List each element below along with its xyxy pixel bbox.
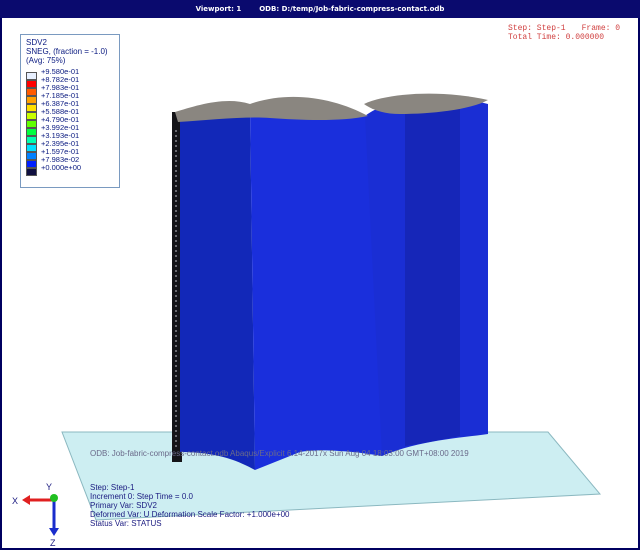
bottom-increment: Increment 0: Step Time = 0.0 (90, 492, 193, 501)
step-label: Step: Step-1 (508, 24, 566, 33)
legend-swatch (26, 104, 37, 112)
legend-labels: +9.580e-01 +8.782e-01 +7.983e-01 +7.185e-01… (41, 68, 81, 172)
legend-swatch (26, 136, 37, 144)
step-info-panel: Step: Step-1 Frame: 0 Total Time: 0.0000… (508, 24, 620, 42)
frame-label: Frame: 0 (581, 24, 621, 33)
legend-value-label: +7.185e-01 (41, 91, 80, 100)
legend-value-label: +6.387e-01 (41, 99, 80, 108)
bottom-info-block: Step: Step-1 Increment 0: Step Time = 0.… (90, 483, 290, 528)
legend-swatch (26, 128, 37, 136)
legend-value-label: +7.983e-02 (41, 155, 80, 164)
bottom-step: Step: Step-1 (90, 483, 135, 492)
legend-subtitle: SNEG, (fraction = -1.0) (26, 47, 108, 56)
legend-value-label: +5.588e-01 (41, 107, 80, 116)
legend-value-label: +2.395e-01 (41, 139, 80, 148)
legend-swatch (26, 152, 37, 160)
legend-value-label: +8.782e-01 (41, 75, 80, 84)
z-axis-arrow-icon (49, 528, 59, 536)
legend-title: SDV2 (26, 38, 47, 47)
legend-swatch (26, 72, 37, 80)
odb-path-label: ODB: D:/temp/Job-fabric-compress-contact… (259, 5, 445, 13)
model-top-right-surface (364, 93, 488, 114)
model-right-panel (405, 104, 460, 446)
model-top-left-surface (175, 96, 368, 122)
legend-panel: SDV2 SNEG, (fraction = -1.0) (Avg: 75%) … (20, 34, 120, 188)
viewport-label: Viewport: 1 (195, 5, 242, 13)
legend-value-label: +7.983e-01 (41, 83, 80, 92)
legend-value-label: +4.790e-01 (41, 115, 80, 124)
total-time-label: Total Time: 0.000000 (508, 33, 605, 42)
legend-value-label: +9.580e-01 (41, 67, 80, 76)
legend-swatch (26, 144, 37, 152)
legend-value-label: +3.992e-01 (41, 123, 80, 132)
legend-swatch (26, 120, 37, 128)
legend-value-label: +1.597e-01 (41, 147, 80, 156)
axis-triad: X Y Z (12, 482, 59, 548)
legend-swatch (26, 88, 37, 96)
x-axis-arrow-icon (22, 495, 30, 505)
legend-average: (Avg: 75%) (26, 56, 66, 65)
y-axis-label: Y (46, 482, 52, 492)
legend-swatch (26, 96, 37, 104)
bottom-deformed-var: Deformed Var: U Deformation Scale Factor… (90, 510, 290, 519)
bottom-primary-var: Primary Var: SDV2 (90, 501, 157, 510)
model-center-column (250, 98, 382, 470)
model-left-column (180, 108, 255, 470)
legend-color-bar (26, 72, 38, 176)
legend-swatch (26, 80, 37, 88)
legend-swatch (26, 168, 37, 176)
z-axis-label: Z (50, 538, 56, 548)
bottom-status-var: Status Var: STATUS (90, 519, 162, 528)
x-axis-label: X (12, 496, 18, 506)
legend-swatch (26, 112, 37, 120)
odb-info-line: ODB: Job-fabric-compress-contact.odb Aba… (90, 449, 469, 458)
y-axis-dot-icon (50, 494, 58, 502)
legend-value-label: +3.193e-01 (41, 131, 80, 140)
legend-value-label: +0.000e+00 (41, 163, 82, 172)
viewport-title-bar: Viewport: 1 ODB: D:/temp/Job-fabric-comp… (0, 0, 640, 18)
legend-swatch (26, 160, 37, 168)
